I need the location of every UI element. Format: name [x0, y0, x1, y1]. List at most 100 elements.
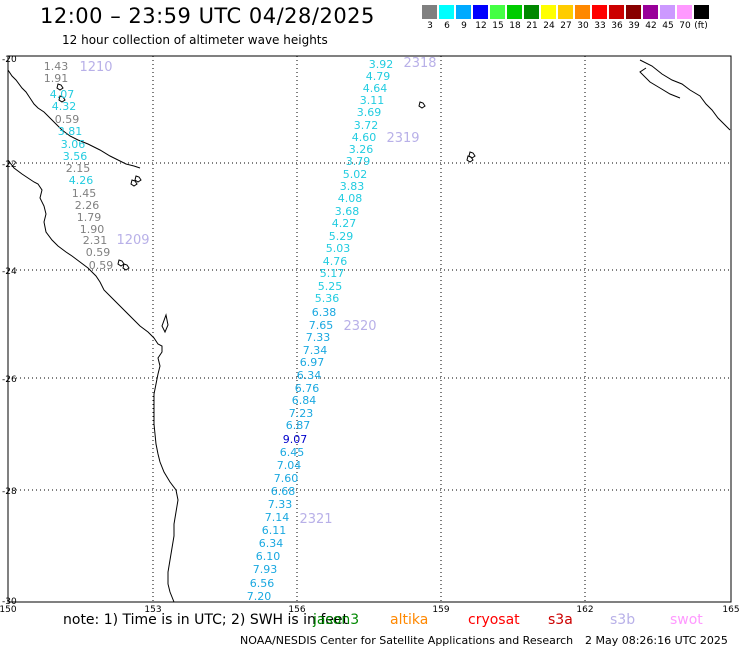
footer-timestamp: 2 May 08:26:16 UTC 2025	[585, 634, 728, 647]
longitude-label: 162	[576, 605, 593, 615]
wave-height-value: 1.90	[80, 223, 105, 236]
colorbar-tick-label: 36	[611, 21, 623, 31]
colorbar-swatch	[490, 5, 505, 19]
wave-height-value: 3.92	[369, 58, 394, 71]
wave-height-value: 6.10	[256, 550, 281, 563]
wave-height-value: 6.68	[271, 485, 296, 498]
wave-height-value: 6.11	[262, 524, 287, 537]
wave-height-value: 7.93	[253, 563, 278, 576]
island	[418, 101, 426, 109]
wave-height-value: 4.76	[323, 255, 348, 268]
wave-height-value: 0.59	[89, 259, 114, 272]
colorbar-tick-label: 21	[526, 21, 538, 31]
island	[117, 259, 125, 267]
track-id-label: 1210	[79, 60, 112, 75]
colorbar-tick-label: 27	[560, 21, 572, 31]
wave-height-value: 3.72	[354, 119, 379, 132]
wave-height-value: 5.25	[318, 280, 343, 293]
colorbar-swatch	[473, 5, 488, 19]
wave-height-value: 6.76	[295, 382, 320, 395]
wave-height-value: 7.65	[309, 319, 334, 332]
wave-height-value: 3.06	[61, 138, 86, 151]
colorbar-swatch	[575, 5, 590, 19]
wave-height-value: 3.83	[340, 180, 365, 193]
wave-height-value: 3.81	[58, 125, 83, 138]
wave-height-value: 5.02	[343, 168, 368, 181]
wave-height-value: 6.56	[250, 577, 275, 590]
wave-height-value: 4.27	[332, 217, 357, 230]
wave-height-value: 2.26	[75, 199, 100, 212]
latitude-label: -28	[2, 487, 17, 497]
satellite-legend-s3b: s3b	[610, 612, 636, 628]
wave-height-value: 6.34	[259, 537, 284, 550]
wave-height-value: 6.45	[280, 446, 305, 459]
wave-height-value: 7.60	[274, 472, 299, 485]
wave-height-value: 9.07	[283, 433, 308, 446]
island	[130, 179, 138, 187]
wave-height-value: 4.64	[363, 82, 388, 95]
colorbar-swatch	[643, 5, 658, 19]
colorbar-tick-label: 42	[645, 21, 657, 31]
island	[58, 95, 66, 103]
longitude-label: 165	[722, 605, 739, 615]
colorbar-tick-label: 15	[492, 21, 504, 31]
wave-height-value: 7.20	[247, 590, 272, 603]
colorbar-swatch	[626, 5, 641, 19]
satellite-legend-s3a: s3a	[548, 612, 573, 628]
map-frame	[7, 55, 732, 603]
colorbar-swatch	[694, 5, 709, 19]
wave-height-value: 4.07	[50, 88, 75, 101]
wave-height-value: 1.79	[77, 211, 102, 224]
wave-height-value: 4.26	[69, 174, 94, 187]
wave-height-value: 5.03	[326, 242, 351, 255]
satellite-legend-cryosat: cryosat	[468, 612, 520, 628]
colorbar-swatch	[660, 5, 675, 19]
longitude-label: 156	[288, 605, 305, 615]
wave-height-value: 3.79	[346, 155, 371, 168]
colorbar-tick-label: 9	[461, 21, 467, 31]
wave-height-value: 6.97	[300, 356, 325, 369]
colorbar-tick-label: 39	[628, 21, 640, 31]
wave-height-value: 3.56	[63, 150, 88, 163]
colorbar-swatch	[609, 5, 624, 19]
latitude-label: -20	[2, 55, 17, 65]
footer-note: note: 1) Time is in UTC; 2) SWH is in fe…	[63, 612, 349, 628]
colorbar-swatch	[541, 5, 556, 19]
island	[134, 175, 142, 183]
wave-height-value: 6.38	[312, 306, 337, 319]
colorbar-tick-label: 45	[662, 21, 674, 31]
colorbar-swatch	[592, 5, 607, 19]
track-id-label: 1209	[116, 233, 149, 248]
wave-height-value: 6.34	[297, 369, 322, 382]
wave-height-value: 5.17	[320, 267, 345, 280]
wave-height-value: 2.31	[83, 234, 108, 247]
wave-height-value: 2.15	[66, 162, 91, 175]
latitude-label: -22	[2, 160, 17, 170]
wave-height-value: 4.32	[52, 100, 77, 113]
colorbar-swatch	[558, 5, 573, 19]
satellite-legend-altika: altika	[390, 612, 429, 628]
colorbar-unit: (ft)	[694, 21, 708, 31]
wave-height-value: 4.79	[366, 70, 391, 83]
colorbar-swatch	[456, 5, 471, 19]
colorbar-tick-label: 70	[679, 21, 691, 31]
wave-height-value: 7.34	[303, 344, 328, 357]
wave-height-value: 6.87	[286, 419, 311, 432]
reef-coastline	[7, 69, 141, 169]
colorbar-swatch	[524, 5, 539, 19]
island	[56, 83, 64, 91]
colorbar-swatch	[677, 5, 692, 19]
wave-height-value: 7.33	[306, 331, 331, 344]
wave-height-value: 3.68	[335, 205, 360, 218]
satellite-legend-jason3: jason3	[313, 612, 360, 628]
wave-height-value: 7.04	[277, 459, 302, 472]
colorbar-tick-label: 24	[543, 21, 555, 31]
wave-height-value: 0.59	[86, 246, 111, 259]
island	[468, 151, 476, 159]
track-id-label: 2320	[343, 319, 376, 334]
colorbar-tick-label: 12	[475, 21, 487, 31]
page-title: 12:00 – 23:59 UTC 04/28/2025	[40, 4, 375, 28]
wave-height-value: 3.69	[357, 106, 382, 119]
wave-height-value: 7.33	[268, 498, 293, 511]
